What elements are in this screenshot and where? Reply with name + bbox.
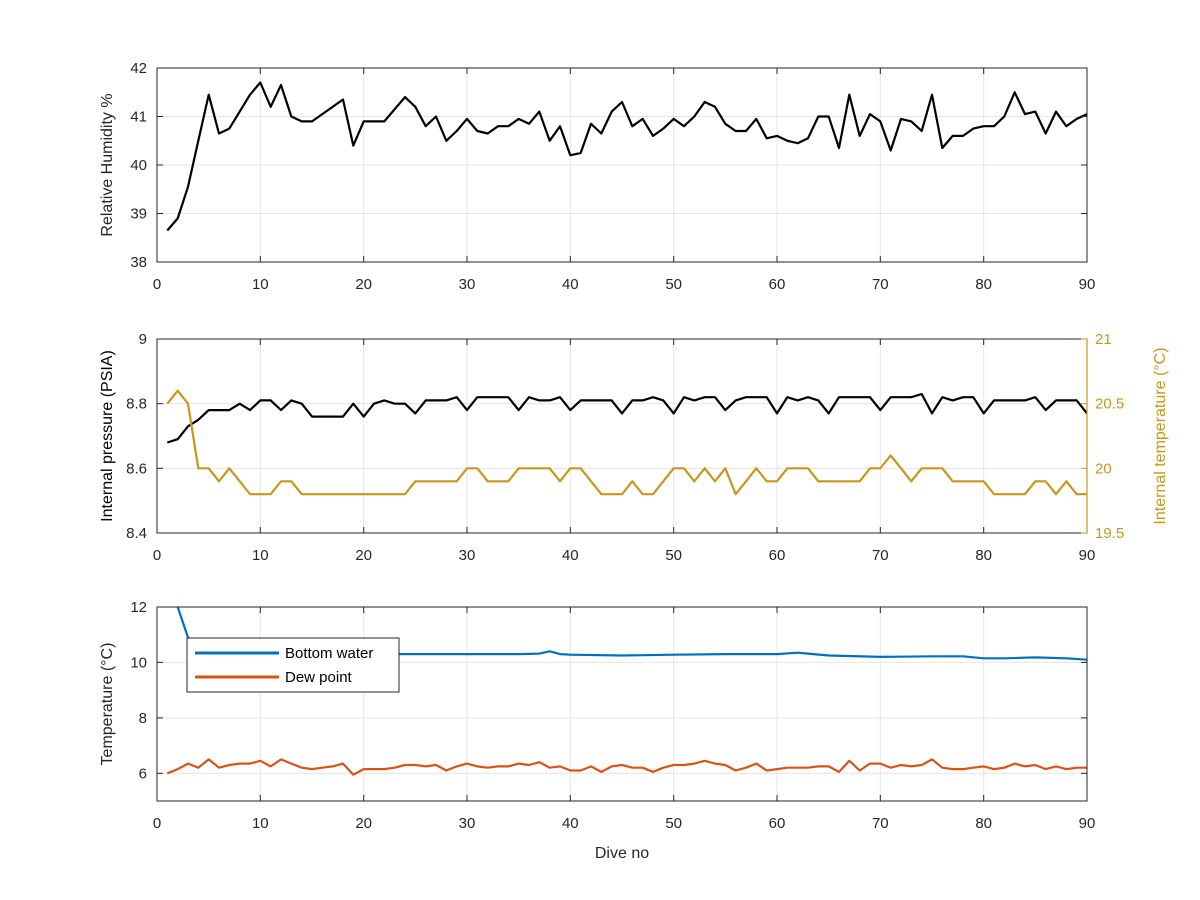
plot-area xyxy=(157,607,1087,801)
x-tick-label: 90 xyxy=(1079,547,1096,564)
x-tick-label: 90 xyxy=(1079,276,1096,293)
x-tick-label: 80 xyxy=(975,815,992,832)
x-tick-label: 0 xyxy=(153,815,161,832)
x-axis-label: Dive no xyxy=(595,845,649,862)
y-tick-label: 8 xyxy=(139,710,147,727)
x-tick-label: 60 xyxy=(769,815,786,832)
x-tick-label: 10 xyxy=(252,547,269,564)
x-tick-label: 80 xyxy=(975,547,992,564)
x-tick-label: 30 xyxy=(459,276,476,293)
x-tick-label: 50 xyxy=(665,547,682,564)
x-tick-label: 40 xyxy=(562,547,579,564)
y-tick-label: 8.4 xyxy=(126,525,147,542)
y-tick-label: 10 xyxy=(130,654,147,671)
legend: Bottom water Dew point xyxy=(186,637,400,693)
y-tick-label: 8.6 xyxy=(126,460,147,477)
legend-box xyxy=(186,637,400,693)
y2-tick-label: 20.5 xyxy=(1095,396,1124,413)
y2-tick-label: 20 xyxy=(1095,460,1112,477)
x-tick-label: 80 xyxy=(975,276,992,293)
y-tick-label: 12 xyxy=(130,599,147,616)
internal-temperature-line xyxy=(166,389,1087,496)
x-tick-label: 90 xyxy=(1079,815,1096,832)
x-tick-label: 10 xyxy=(252,276,269,293)
x-tick-label: 50 xyxy=(665,815,682,832)
x-tick-label: 30 xyxy=(459,547,476,564)
y-axis-label: Temperature (°C) xyxy=(99,643,116,766)
y-tick-label: 40 xyxy=(130,157,147,174)
legend-bottom-water-label: Bottom water xyxy=(285,645,373,662)
x-tick-label: 50 xyxy=(665,276,682,293)
dew-point-line xyxy=(166,758,1087,776)
y2-tick-label: 19.5 xyxy=(1095,525,1124,542)
y-tick-label: 38 xyxy=(130,254,147,271)
y-tick-label: 39 xyxy=(130,206,147,223)
y-tick-label: 42 xyxy=(130,60,147,77)
x-tick-label: 0 xyxy=(153,276,161,293)
series-line-0 xyxy=(166,81,1087,232)
x-tick-label: 60 xyxy=(769,547,786,564)
y2-tick-label: 21 xyxy=(1095,331,1112,348)
x-tick-label: 30 xyxy=(459,815,476,832)
legend-dew-point-label: Dew point xyxy=(285,669,353,686)
x-tick-label: 60 xyxy=(769,276,786,293)
y-tick-label: 9 xyxy=(139,331,147,348)
x-tick-label: 70 xyxy=(872,276,889,293)
temperature-panel: 0 10 20 30 40 50 60 70 80 90 6 8 10 12 Temperature (°C… xyxy=(99,599,1096,862)
y2-axis-label: Internal temperature (°C) xyxy=(1152,347,1169,524)
x-tick-label: 20 xyxy=(355,815,372,832)
series-line-0 xyxy=(166,392,1087,444)
x-tick-label: 70 xyxy=(872,815,889,832)
pressure-temperature-panel: 0 10 20 30 40 50 60 70 80 90 8.4 8.6 8.8 9 19.5 20 20.5 2… xyxy=(99,331,1169,564)
y-axis-label: Relative Humidity % xyxy=(99,93,116,236)
x-tick-label: 20 xyxy=(355,547,372,564)
x-tick-label: 40 xyxy=(562,276,579,293)
x-tick-label: 10 xyxy=(252,815,269,832)
x-tick-label: 20 xyxy=(355,276,372,293)
plot-area xyxy=(157,339,1087,533)
y-axis-label: Internal pressure (PSIA) xyxy=(99,350,116,522)
humidity-panel: 0 10 20 30 40 50 60 70 80 90 38 39 40 41 42 Relative Hu… xyxy=(99,60,1095,293)
y-tick-label: 41 xyxy=(130,109,147,126)
axes-box xyxy=(156,606,1088,802)
x-tick-label: 0 xyxy=(153,547,161,564)
x-tick-label: 40 xyxy=(562,815,579,832)
y-tick-label: 8.8 xyxy=(126,396,147,413)
y-tick-label: 6 xyxy=(139,765,147,782)
x-tick-label: 70 xyxy=(872,547,889,564)
